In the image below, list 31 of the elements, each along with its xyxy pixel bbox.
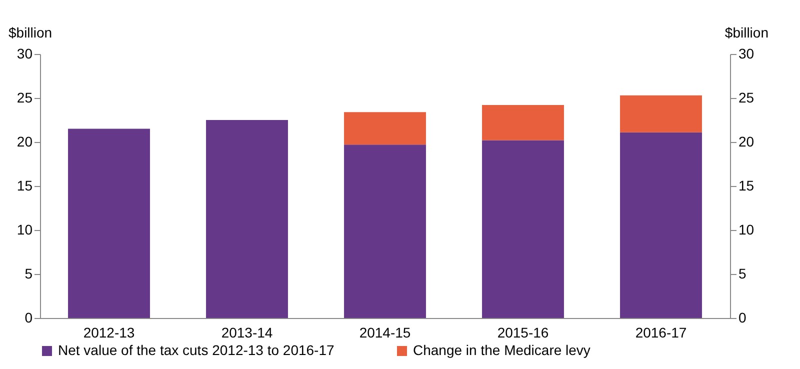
bar — [344, 112, 426, 145]
legend-label: Net value of the tax cuts 2012-13 to 2016-17 — [58, 342, 335, 358]
y2-tick-label: 5 — [738, 266, 746, 282]
y-tick-label: 25 — [16, 90, 33, 106]
bar — [68, 128, 150, 318]
legend-label: Change in the Medicare levy — [413, 342, 590, 358]
x-tick-label: 2014-15 — [359, 324, 411, 340]
y2-tick-label: 0 — [738, 310, 746, 326]
bar — [482, 105, 564, 140]
y2-tick-label: 25 — [738, 90, 754, 106]
y-tick-label: 10 — [16, 222, 33, 238]
x-tick-label: 2016-17 — [635, 324, 687, 340]
bar — [206, 120, 288, 318]
x-tick-label: 2012-13 — [83, 324, 135, 340]
y2-tick-label: 15 — [738, 178, 754, 194]
y2-tick-label: 30 — [738, 46, 754, 62]
y2-tick-label: 20 — [738, 134, 754, 150]
bar — [482, 140, 564, 318]
bar — [620, 95, 702, 132]
x-tick-label: 2015-16 — [497, 324, 549, 340]
x-tick-label: 2013-14 — [221, 324, 273, 340]
y-tick-label: 15 — [16, 178, 33, 194]
y-tick-label: 0 — [24, 310, 33, 326]
y2-axis-title: $billion — [724, 24, 768, 40]
bar — [620, 132, 702, 318]
y2-tick-label: 10 — [738, 222, 754, 238]
y-tick-label: 20 — [16, 134, 33, 150]
y-axis-title: $billion — [8, 24, 52, 40]
bar — [344, 144, 426, 318]
y-tick-label: 5 — [24, 266, 33, 282]
y-tick-label: 30 — [16, 46, 33, 62]
